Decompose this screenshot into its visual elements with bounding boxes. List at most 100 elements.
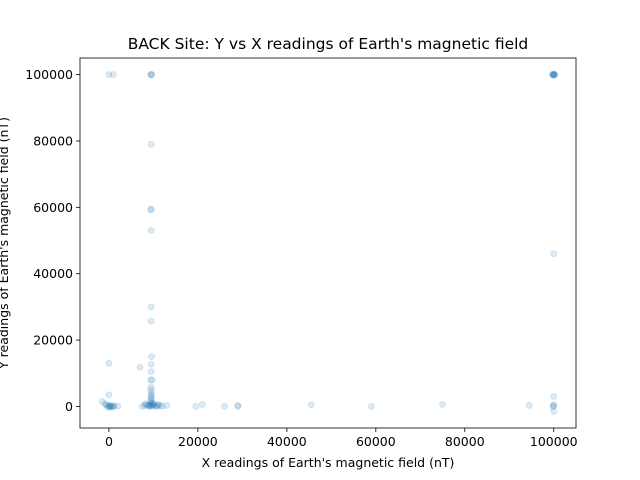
data-point-55 xyxy=(145,400,153,408)
data-point-14 xyxy=(147,205,155,213)
data-point-46 xyxy=(141,400,149,408)
data-point-3 xyxy=(550,71,558,79)
data-point-32 xyxy=(147,394,155,402)
data-point-72 xyxy=(192,402,200,410)
data-point-74 xyxy=(221,402,229,410)
data-point-63 xyxy=(102,401,110,409)
data-point-65 xyxy=(108,403,116,411)
data-point-26 xyxy=(136,363,144,371)
data-point-33 xyxy=(147,396,155,404)
data-point-44 xyxy=(158,402,166,410)
x-tick-label-3: 60000 xyxy=(356,434,396,449)
data-point-82 xyxy=(550,401,558,409)
data-point-56 xyxy=(149,401,157,409)
data-point-48 xyxy=(150,400,158,408)
data-point-62 xyxy=(110,402,118,410)
data-point-49 xyxy=(155,400,163,408)
data-point-19 xyxy=(147,317,155,325)
data-point-43 xyxy=(156,402,164,410)
data-point-25 xyxy=(148,376,156,384)
data-point-81 xyxy=(550,392,558,400)
data-point-54 xyxy=(153,402,161,410)
data-point-80 xyxy=(525,401,533,409)
data-point-37 xyxy=(143,401,151,409)
data-point-85 xyxy=(549,402,557,410)
x-tick-label-1: 20000 xyxy=(178,434,218,449)
data-point-29 xyxy=(148,388,156,396)
data-point-52 xyxy=(148,402,156,410)
data-point-35 xyxy=(147,399,155,407)
data-point-18 xyxy=(147,303,155,311)
data-point-39 xyxy=(147,402,155,410)
data-point-47 xyxy=(149,399,157,407)
data-point-76 xyxy=(234,402,242,410)
data-point-11 xyxy=(105,71,113,79)
data-point-83 xyxy=(550,402,558,410)
data-point-60 xyxy=(108,402,116,410)
data-point-4 xyxy=(549,70,557,78)
data-point-9 xyxy=(147,71,155,79)
data-point-75 xyxy=(234,401,242,409)
data-point-16 xyxy=(147,227,155,235)
data-point-10 xyxy=(148,71,156,79)
data-point-57 xyxy=(105,402,113,410)
data-point-27 xyxy=(147,383,155,391)
x-tick-label-5: 100000 xyxy=(530,434,578,449)
data-point-5 xyxy=(550,71,558,79)
data-point-21 xyxy=(147,360,155,368)
data-point-36 xyxy=(141,401,148,409)
data-point-73 xyxy=(198,400,206,408)
data-point-40 xyxy=(149,401,157,409)
x-tick-label-2: 40000 xyxy=(267,434,307,449)
data-point-45 xyxy=(138,402,146,410)
x-tick-label-0: 0 xyxy=(105,434,113,449)
chart-title: BACK Site: Y vs X readings of Earth's ma… xyxy=(128,35,529,53)
data-point-70 xyxy=(104,403,112,411)
data-point-84 xyxy=(550,407,558,415)
data-point-64 xyxy=(106,401,114,409)
data-point-23 xyxy=(147,368,155,376)
data-point-61 xyxy=(109,402,117,410)
data-point-24 xyxy=(147,376,155,384)
data-point-67 xyxy=(98,397,106,405)
data-point-0 xyxy=(550,71,558,79)
data-point-38 xyxy=(145,402,153,410)
data-point-6 xyxy=(550,71,558,79)
y-tick-label-3: 60000 xyxy=(33,200,73,215)
data-point-31 xyxy=(147,392,155,400)
x-tick-label-4: 80000 xyxy=(445,434,485,449)
data-point-71 xyxy=(107,402,115,410)
data-point-8 xyxy=(147,71,155,79)
y-tick-label-5: 100000 xyxy=(25,67,73,82)
data-point-12 xyxy=(109,71,117,79)
data-point-58 xyxy=(104,402,112,410)
data-point-15 xyxy=(147,206,155,214)
data-point-22 xyxy=(105,359,113,367)
data-point-77 xyxy=(307,401,315,409)
data-point-66 xyxy=(105,391,113,399)
x-axis-ticks: 0 20000 40000 60000 80000 100000 xyxy=(105,428,578,449)
y-tick-label-0: 0 xyxy=(65,399,73,414)
axes-frame xyxy=(79,57,577,429)
x-axis-label: X readings of Earth's magnetic field (nT… xyxy=(202,455,455,470)
data-point-50 xyxy=(163,401,171,409)
data-point-13 xyxy=(147,140,155,148)
data-point-53 xyxy=(144,402,152,410)
y-tick-label-1: 20000 xyxy=(33,333,73,348)
y-axis-ticks: 0 20000 40000 60000 80000 100000 xyxy=(25,67,80,414)
data-points xyxy=(98,70,559,415)
data-point-51 xyxy=(146,401,154,409)
data-point-7 xyxy=(549,71,557,79)
data-point-42 xyxy=(154,401,162,409)
data-point-69 xyxy=(114,402,122,410)
data-point-41 xyxy=(152,402,160,410)
data-point-59 xyxy=(106,403,114,411)
data-point-20 xyxy=(148,353,156,361)
data-point-28 xyxy=(147,386,155,394)
data-point-78 xyxy=(367,402,375,410)
data-point-34 xyxy=(147,397,155,405)
y-tick-label-2: 40000 xyxy=(33,266,73,281)
y-axis-label: Y readings of Earth's magnetic field (nT… xyxy=(0,117,11,370)
